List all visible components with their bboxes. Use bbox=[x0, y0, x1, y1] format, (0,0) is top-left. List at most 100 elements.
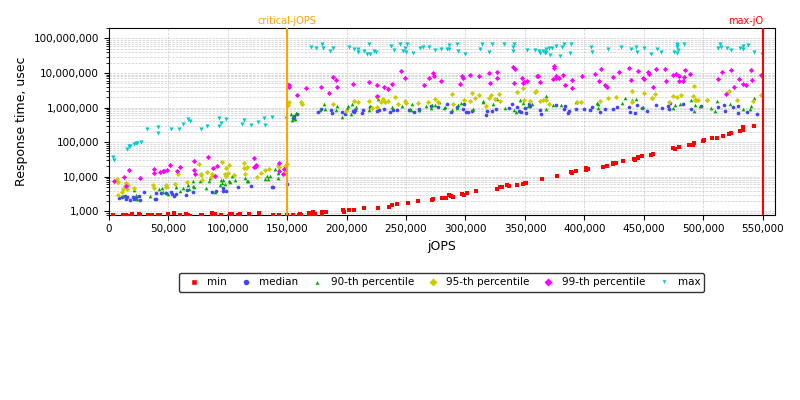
Point bbox=[550, 75, 562, 82]
Point bbox=[195, 212, 208, 218]
Point bbox=[309, 210, 322, 217]
Point bbox=[425, 102, 438, 108]
Point bbox=[626, 87, 638, 94]
Point bbox=[506, 48, 519, 54]
Point bbox=[607, 160, 620, 166]
Point bbox=[491, 95, 504, 102]
Point bbox=[391, 100, 404, 107]
Point bbox=[242, 211, 255, 218]
Point bbox=[514, 108, 527, 115]
Point bbox=[534, 98, 546, 104]
Point bbox=[336, 114, 349, 120]
Point bbox=[202, 154, 215, 160]
Point bbox=[363, 102, 376, 109]
Point bbox=[179, 211, 192, 218]
Point bbox=[186, 183, 199, 190]
Point bbox=[322, 90, 335, 96]
Point bbox=[718, 102, 730, 108]
Point bbox=[373, 106, 386, 113]
Point bbox=[279, 162, 292, 169]
Point bbox=[494, 184, 507, 190]
Point bbox=[464, 98, 477, 105]
Point bbox=[686, 93, 699, 99]
Point bbox=[530, 88, 542, 94]
Point bbox=[529, 46, 542, 53]
Point bbox=[341, 105, 354, 111]
Point bbox=[446, 101, 459, 107]
Point bbox=[124, 212, 137, 219]
Point bbox=[534, 50, 546, 56]
Point bbox=[157, 188, 170, 195]
Point bbox=[352, 48, 365, 55]
Point bbox=[284, 110, 297, 117]
Point bbox=[330, 84, 343, 90]
Point bbox=[570, 168, 582, 174]
Point bbox=[601, 84, 614, 90]
Point bbox=[194, 178, 207, 184]
Point bbox=[646, 95, 658, 102]
Point bbox=[234, 212, 246, 219]
Point bbox=[690, 96, 702, 103]
Point bbox=[386, 104, 398, 110]
Point bbox=[181, 187, 194, 193]
Point bbox=[147, 165, 160, 172]
Point bbox=[107, 212, 120, 218]
Point bbox=[220, 165, 233, 171]
Point bbox=[219, 180, 232, 187]
Point bbox=[432, 104, 445, 110]
Point bbox=[717, 133, 730, 140]
Point bbox=[244, 183, 257, 190]
Point bbox=[622, 64, 635, 71]
Point bbox=[229, 176, 242, 183]
Point bbox=[282, 82, 294, 88]
Point bbox=[510, 104, 523, 110]
Point bbox=[694, 103, 707, 109]
Point bbox=[206, 171, 218, 177]
Point bbox=[606, 73, 619, 80]
Point bbox=[306, 209, 319, 216]
Point bbox=[510, 109, 522, 115]
Point bbox=[117, 193, 130, 199]
Y-axis label: Response time, usec: Response time, usec bbox=[15, 57, 28, 186]
Point bbox=[170, 190, 182, 197]
Point bbox=[134, 197, 146, 203]
Point bbox=[570, 99, 582, 106]
Point bbox=[482, 70, 495, 77]
Point bbox=[121, 194, 134, 200]
Point bbox=[744, 67, 757, 73]
Point bbox=[669, 102, 682, 108]
Point bbox=[628, 110, 641, 116]
Point bbox=[329, 107, 342, 113]
Point bbox=[248, 154, 261, 161]
Point bbox=[348, 109, 361, 115]
Text: critical-jOPS: critical-jOPS bbox=[258, 16, 317, 26]
Point bbox=[149, 196, 162, 202]
Point bbox=[727, 84, 740, 91]
Point bbox=[156, 167, 169, 174]
Point bbox=[224, 211, 237, 217]
Point bbox=[293, 212, 306, 219]
Point bbox=[319, 209, 332, 216]
Point bbox=[388, 94, 401, 100]
Point bbox=[592, 105, 605, 111]
Point bbox=[133, 193, 146, 199]
Point bbox=[182, 185, 195, 192]
Point bbox=[723, 88, 736, 94]
Point bbox=[357, 106, 370, 113]
Point bbox=[168, 180, 181, 187]
Point bbox=[566, 170, 578, 176]
Point bbox=[507, 107, 520, 113]
Point bbox=[756, 51, 769, 57]
Point bbox=[262, 176, 274, 182]
Point bbox=[474, 46, 486, 52]
Point bbox=[659, 66, 672, 72]
Point bbox=[278, 170, 291, 176]
Point bbox=[194, 170, 207, 177]
Point bbox=[282, 84, 295, 90]
Point bbox=[399, 97, 412, 104]
Point bbox=[724, 130, 737, 136]
Point bbox=[636, 153, 649, 160]
Point bbox=[550, 42, 562, 49]
Point bbox=[357, 48, 370, 54]
Point bbox=[277, 171, 290, 178]
